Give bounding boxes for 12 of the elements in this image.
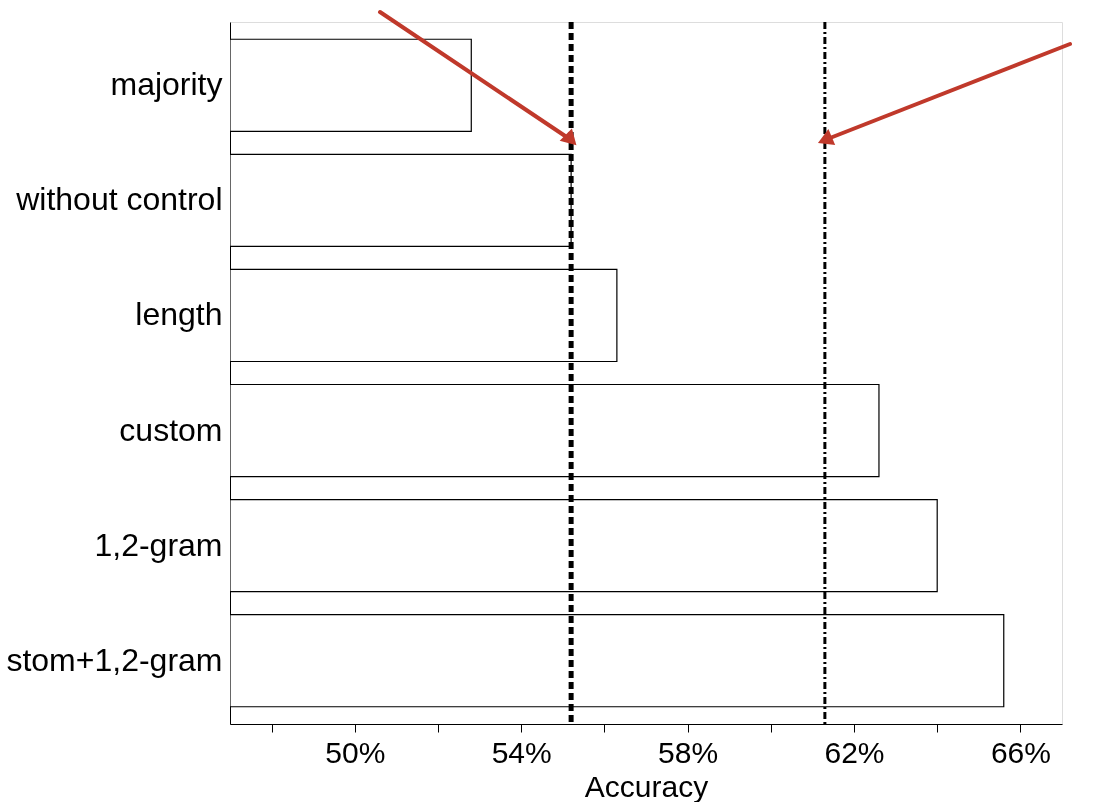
x-tick-label: 66%: [990, 735, 1051, 769]
x-tick-label: 58%: [658, 735, 719, 769]
y-tick-label: 1,2-gram: [94, 526, 223, 563]
y-tick-label: without control: [15, 181, 223, 218]
y-tick-label: custom: [119, 411, 223, 448]
x-tick-label: 50%: [325, 735, 386, 769]
y-tick-label: majority: [110, 66, 223, 103]
x-axis-title: Accuracy: [584, 769, 709, 802]
y-tick-label: stom+1,2-gram: [6, 641, 223, 678]
x-tick-label: 54%: [491, 735, 552, 769]
y-tick-label: length: [135, 296, 223, 333]
x-tick-label: 62%: [824, 735, 885, 769]
